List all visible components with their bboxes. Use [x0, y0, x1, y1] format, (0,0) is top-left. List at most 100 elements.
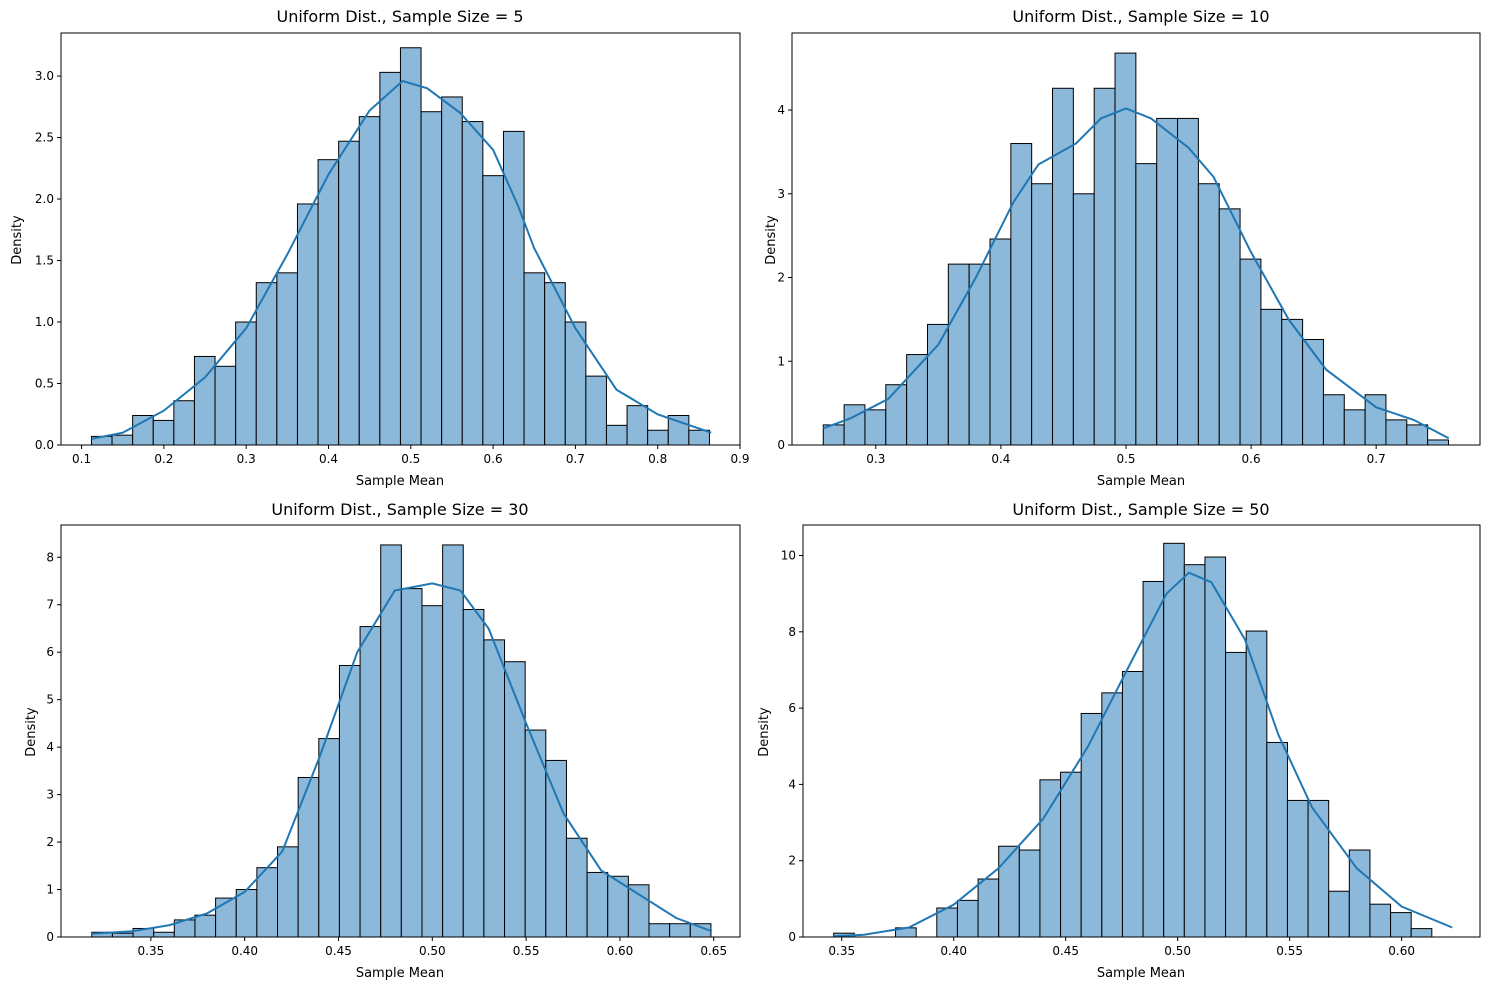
y-tick-label: 0: [777, 438, 785, 452]
histogram-bar: [648, 923, 671, 938]
histogram-bar: [1101, 692, 1123, 938]
y-tick-label: 0: [788, 930, 796, 944]
histogram-bar: [627, 884, 650, 938]
chart-sample-size-50: Uniform Dist., Sample Size = 50 Sample M…: [757, 500, 1481, 981]
histogram-bar: [1427, 439, 1449, 446]
chart-title: Uniform Dist., Sample Size = 5: [277, 7, 524, 26]
histogram-bar: [504, 661, 526, 938]
histogram-bar: [277, 846, 299, 938]
histogram-bar: [1052, 87, 1074, 446]
histogram-bar: [111, 932, 134, 938]
y-tick-label: 3: [46, 788, 54, 802]
histogram-bar: [885, 384, 908, 446]
y-tick-label: 2: [46, 835, 54, 849]
histogram-bar: [669, 923, 691, 938]
histogram-bar: [605, 424, 628, 446]
histogram-bar: [1406, 424, 1429, 446]
histogram-bar: [255, 282, 278, 446]
histogram-bar: [214, 365, 237, 446]
y-tick-label: 6: [788, 701, 796, 715]
histogram-bar: [235, 889, 258, 938]
histogram-bar: [1385, 419, 1408, 446]
y-tick-label: 1: [777, 354, 785, 368]
x-axis-label: Sample Mean: [1097, 474, 1185, 489]
histogram-bar: [1121, 670, 1144, 938]
x-tick-label: 0.4: [991, 452, 1010, 466]
histogram-bar: [926, 323, 949, 446]
y-tick-label: 1: [46, 883, 54, 897]
histogram-bar: [998, 845, 1020, 938]
histogram-bar: [864, 409, 887, 446]
x-tick-label: 0.35: [828, 944, 855, 958]
y-tick-label: 1.0: [35, 315, 54, 329]
x-tick-label: 0.45: [325, 944, 352, 958]
chart-title: Uniform Dist., Sample Size = 10: [1012, 7, 1269, 26]
histogram-bar: [1183, 564, 1206, 938]
histogram-bar: [462, 608, 485, 938]
y-tick-label: 2: [777, 271, 785, 285]
x-tick-label: 0.6: [1242, 452, 1261, 466]
histogram-bar: [400, 588, 423, 938]
x-tick-label: 0.3: [866, 452, 885, 466]
x-tick-label: 0.55: [1276, 944, 1303, 958]
y-axis-label: Density: [757, 707, 772, 757]
x-axis-label: Sample Mean: [356, 966, 444, 981]
histogram-bar: [1390, 912, 1412, 938]
plot-frame: [802, 524, 1481, 938]
histogram-bar: [1322, 394, 1345, 446]
histogram-bar: [1286, 799, 1309, 938]
histogram-bar: [545, 759, 567, 938]
histogram-bar: [1080, 712, 1103, 938]
histogram-bar: [1307, 799, 1330, 938]
histogram-bar: [442, 544, 464, 938]
histogram-bar: [379, 71, 401, 446]
histogram-bar: [947, 263, 970, 446]
y-axis-label: Density: [10, 215, 25, 265]
histogram-bar: [111, 434, 134, 446]
x-axis-label: Sample Mean: [356, 474, 444, 489]
histogram-bar: [420, 111, 443, 446]
y-tick-label: 8: [788, 625, 796, 639]
y-tick-label: 10: [781, 549, 796, 563]
histogram-bar: [977, 878, 1000, 938]
x-tick-label: 0.50: [419, 944, 446, 958]
histogram-bar: [1060, 771, 1082, 938]
histogram-bar: [1177, 117, 1199, 446]
y-tick-label: 5: [46, 693, 54, 707]
x-tick-label: 0.4: [319, 452, 338, 466]
histogram-bar: [1072, 193, 1095, 446]
histogram-bar: [256, 867, 279, 938]
plot-frame: [60, 32, 741, 446]
histogram-bar: [358, 116, 381, 446]
y-axis-label: Density: [764, 215, 779, 265]
histogram-bar: [441, 96, 463, 446]
y-tick-label: 2.5: [35, 131, 54, 145]
x-tick-label: 0.8: [648, 452, 667, 466]
histogram-bar: [1197, 183, 1220, 446]
histogram-bar: [359, 626, 382, 938]
y-tick-label: 3: [777, 187, 785, 201]
kde-line: [91, 582, 713, 935]
histogram-bar: [647, 429, 669, 446]
y-tick-label: 0.0: [35, 438, 54, 452]
x-tick-label: 0.40: [940, 944, 967, 958]
histogram-bar: [380, 544, 402, 938]
x-tick-label: 0.7: [566, 452, 585, 466]
y-tick-label: 0: [46, 930, 54, 944]
x-tick-label: 0.3: [237, 452, 256, 466]
histogram-bar: [1302, 338, 1324, 446]
x-axis-label: Sample Mean: [1097, 966, 1185, 981]
chart-title: Uniform Dist., Sample Size = 30: [271, 500, 528, 519]
y-tick-label: 2.0: [35, 192, 54, 206]
histogram-bar: [296, 203, 319, 446]
histogram-bar: [1031, 183, 1054, 446]
histogram-bar: [152, 419, 175, 446]
histogram-bar: [1245, 630, 1268, 938]
histogram-bar: [338, 140, 360, 446]
histogram-bar: [843, 404, 866, 446]
histogram-bar: [1260, 308, 1283, 446]
x-tick-label: 0.60: [607, 944, 634, 958]
histogram-bar: [399, 47, 422, 446]
histogram-bar: [586, 871, 609, 938]
